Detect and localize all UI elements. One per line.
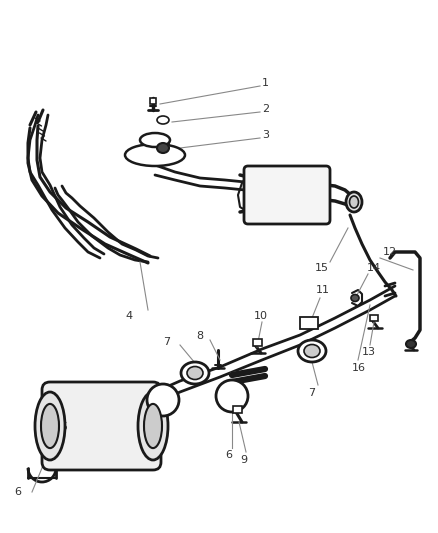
Text: 5: 5: [60, 422, 67, 432]
Text: 2: 2: [262, 104, 269, 114]
Text: 6: 6: [225, 450, 232, 460]
Ellipse shape: [144, 404, 162, 448]
Bar: [370, 315, 378, 321]
Text: 16: 16: [352, 363, 366, 373]
Text: 10: 10: [254, 311, 268, 321]
Circle shape: [147, 384, 179, 416]
Ellipse shape: [157, 116, 169, 124]
Bar: [253, 339, 262, 346]
Text: 7: 7: [308, 388, 315, 398]
Ellipse shape: [140, 133, 170, 147]
FancyBboxPatch shape: [42, 382, 161, 470]
Bar: [150, 98, 156, 104]
Text: 14: 14: [367, 263, 381, 273]
Ellipse shape: [181, 362, 209, 384]
Ellipse shape: [138, 392, 168, 460]
Ellipse shape: [350, 196, 358, 208]
Ellipse shape: [41, 404, 59, 448]
Text: 6: 6: [14, 487, 21, 497]
Circle shape: [216, 380, 248, 412]
Text: 8: 8: [196, 331, 203, 341]
Text: 7: 7: [163, 337, 170, 347]
Ellipse shape: [157, 143, 169, 153]
Bar: [233, 406, 242, 413]
Text: 9: 9: [240, 455, 247, 465]
Ellipse shape: [406, 340, 416, 348]
Ellipse shape: [298, 340, 326, 362]
Ellipse shape: [346, 192, 362, 212]
FancyBboxPatch shape: [244, 166, 330, 224]
Text: 15: 15: [315, 263, 329, 273]
Text: 1: 1: [262, 78, 269, 88]
Text: 11: 11: [316, 285, 330, 295]
Ellipse shape: [187, 367, 203, 379]
Text: 12: 12: [383, 247, 397, 257]
Ellipse shape: [35, 392, 65, 460]
Text: 3: 3: [262, 130, 269, 140]
Text: 13: 13: [362, 347, 376, 357]
Ellipse shape: [125, 144, 185, 166]
Ellipse shape: [304, 344, 320, 358]
Bar: [300, 317, 318, 329]
Ellipse shape: [351, 295, 359, 302]
Text: 4: 4: [125, 311, 132, 321]
